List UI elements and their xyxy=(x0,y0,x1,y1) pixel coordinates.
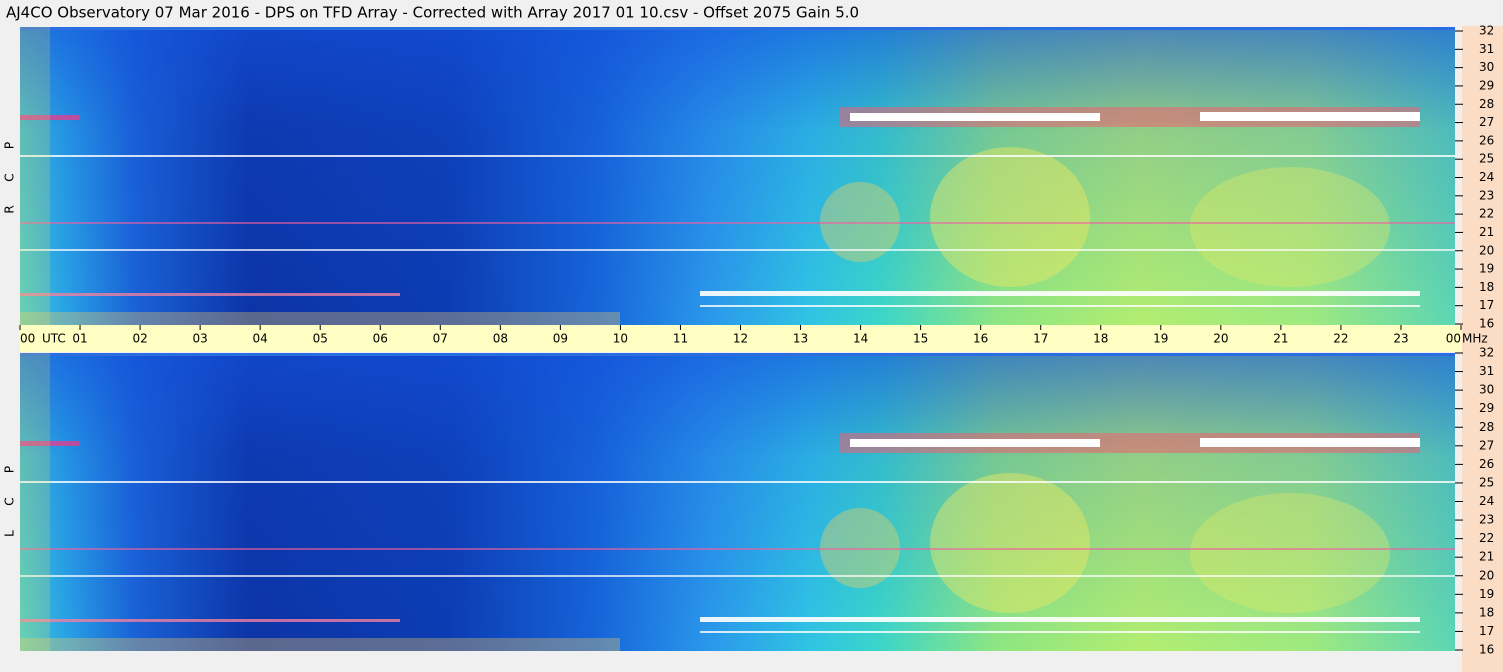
x-tick-label: 01 xyxy=(72,332,87,346)
y-tick-label: 23 xyxy=(1479,513,1494,527)
x-tick-label: 14 xyxy=(853,332,868,346)
y-tick-label: 16 xyxy=(1479,317,1494,331)
y-tick-label: 24 xyxy=(1479,170,1494,184)
y-tick-label: 29 xyxy=(1479,78,1494,92)
panel-label: C xyxy=(3,173,17,181)
axes: 16 17 18 19 20 21 22 23 24 25 26 27 28 29 30 31 32 R C P 16 1… xyxy=(3,24,1495,657)
y-tick-label: 20 xyxy=(1479,568,1494,582)
x-tick-label: 02 xyxy=(132,332,147,346)
x-tick-label: 06 xyxy=(373,332,388,346)
y-tick-label: 28 xyxy=(1479,420,1494,434)
x-tick-label: 15 xyxy=(913,332,928,346)
x-tick-label: 10 xyxy=(613,332,628,346)
x-tick-label: 19 xyxy=(1153,332,1168,346)
y-tick-label: 26 xyxy=(1479,133,1494,147)
y-tick-label: 18 xyxy=(1479,605,1494,619)
x-tick-label: 13 xyxy=(793,332,808,346)
y-tick-label: 16 xyxy=(1479,643,1494,657)
x-tick-label: 16 xyxy=(973,332,988,346)
y-tick-label: 30 xyxy=(1479,383,1494,397)
x-tick-label: 09 xyxy=(553,332,568,346)
panel-label: P xyxy=(3,466,17,473)
y-tick-label: 20 xyxy=(1479,243,1494,257)
y-tick-label: 29 xyxy=(1479,401,1494,415)
x-tick-label: 04 xyxy=(253,332,268,346)
y-axis-strip xyxy=(1462,26,1503,672)
label-strip xyxy=(0,26,20,672)
x-tick-label: 11 xyxy=(673,332,688,346)
y-tick-label: 25 xyxy=(1479,475,1494,489)
x-tick-label: 18 xyxy=(1093,332,1108,346)
title-bar xyxy=(0,0,1503,26)
x-axis-strip xyxy=(0,325,1462,352)
panel-label: R xyxy=(3,205,17,213)
x-tick-label: 20 xyxy=(1213,332,1228,346)
x-tick-label: 00 xyxy=(1446,332,1461,346)
y-tick-label: 27 xyxy=(1479,438,1494,452)
y-tick-label: 28 xyxy=(1479,97,1494,111)
y-tick-label: 21 xyxy=(1479,225,1494,239)
x-tick-label: 08 xyxy=(493,332,508,346)
y-tick-label: 17 xyxy=(1479,624,1494,638)
y-tick-label: 23 xyxy=(1479,188,1494,202)
y-tick-label: 27 xyxy=(1479,115,1494,129)
y-tick-label: 22 xyxy=(1479,207,1494,221)
y-tick-label: 32 xyxy=(1479,346,1494,360)
y-tick-label: 26 xyxy=(1479,457,1494,471)
x-tick-label: 21 xyxy=(1273,332,1288,346)
y-tick-label: 31 xyxy=(1479,42,1494,56)
y-tick-label: 21 xyxy=(1479,550,1494,564)
y-tick-label: 22 xyxy=(1479,531,1494,545)
panel-label: P xyxy=(3,142,17,149)
y-tick-label: 31 xyxy=(1479,364,1494,378)
y-tick-label: 24 xyxy=(1479,494,1494,508)
x-tick-label: 12 xyxy=(733,332,748,346)
y-tick-label: 25 xyxy=(1479,152,1494,166)
x-tick-label: 22 xyxy=(1333,332,1348,346)
panel-label: C xyxy=(3,497,17,505)
y-tick-label: 19 xyxy=(1479,587,1494,601)
y-tick-label: 32 xyxy=(1479,24,1494,38)
x-tick-label: 07 xyxy=(433,332,448,346)
x-tick-label: 23 xyxy=(1393,332,1408,346)
chart-title: AJ4CO Observatory 07 Mar 2016 - DPS on T… xyxy=(6,4,859,22)
y-unit: MHz xyxy=(1462,332,1488,346)
spectrogram xyxy=(20,27,1455,325)
y-tick-label: 19 xyxy=(1479,262,1494,276)
y-tick-label: 30 xyxy=(1479,60,1494,74)
x-tick-label: 17 xyxy=(1033,332,1048,346)
x-tick-label: 00 xyxy=(20,332,35,346)
y-tick-label: 17 xyxy=(1479,298,1494,312)
x-axis-title: UTC xyxy=(42,332,66,346)
x-tick-label: 03 xyxy=(192,332,207,346)
panel-label: L xyxy=(3,530,17,537)
spectrogram xyxy=(20,353,1455,651)
x-tick-label: 05 xyxy=(313,332,328,346)
y-tick-label: 18 xyxy=(1479,280,1494,294)
